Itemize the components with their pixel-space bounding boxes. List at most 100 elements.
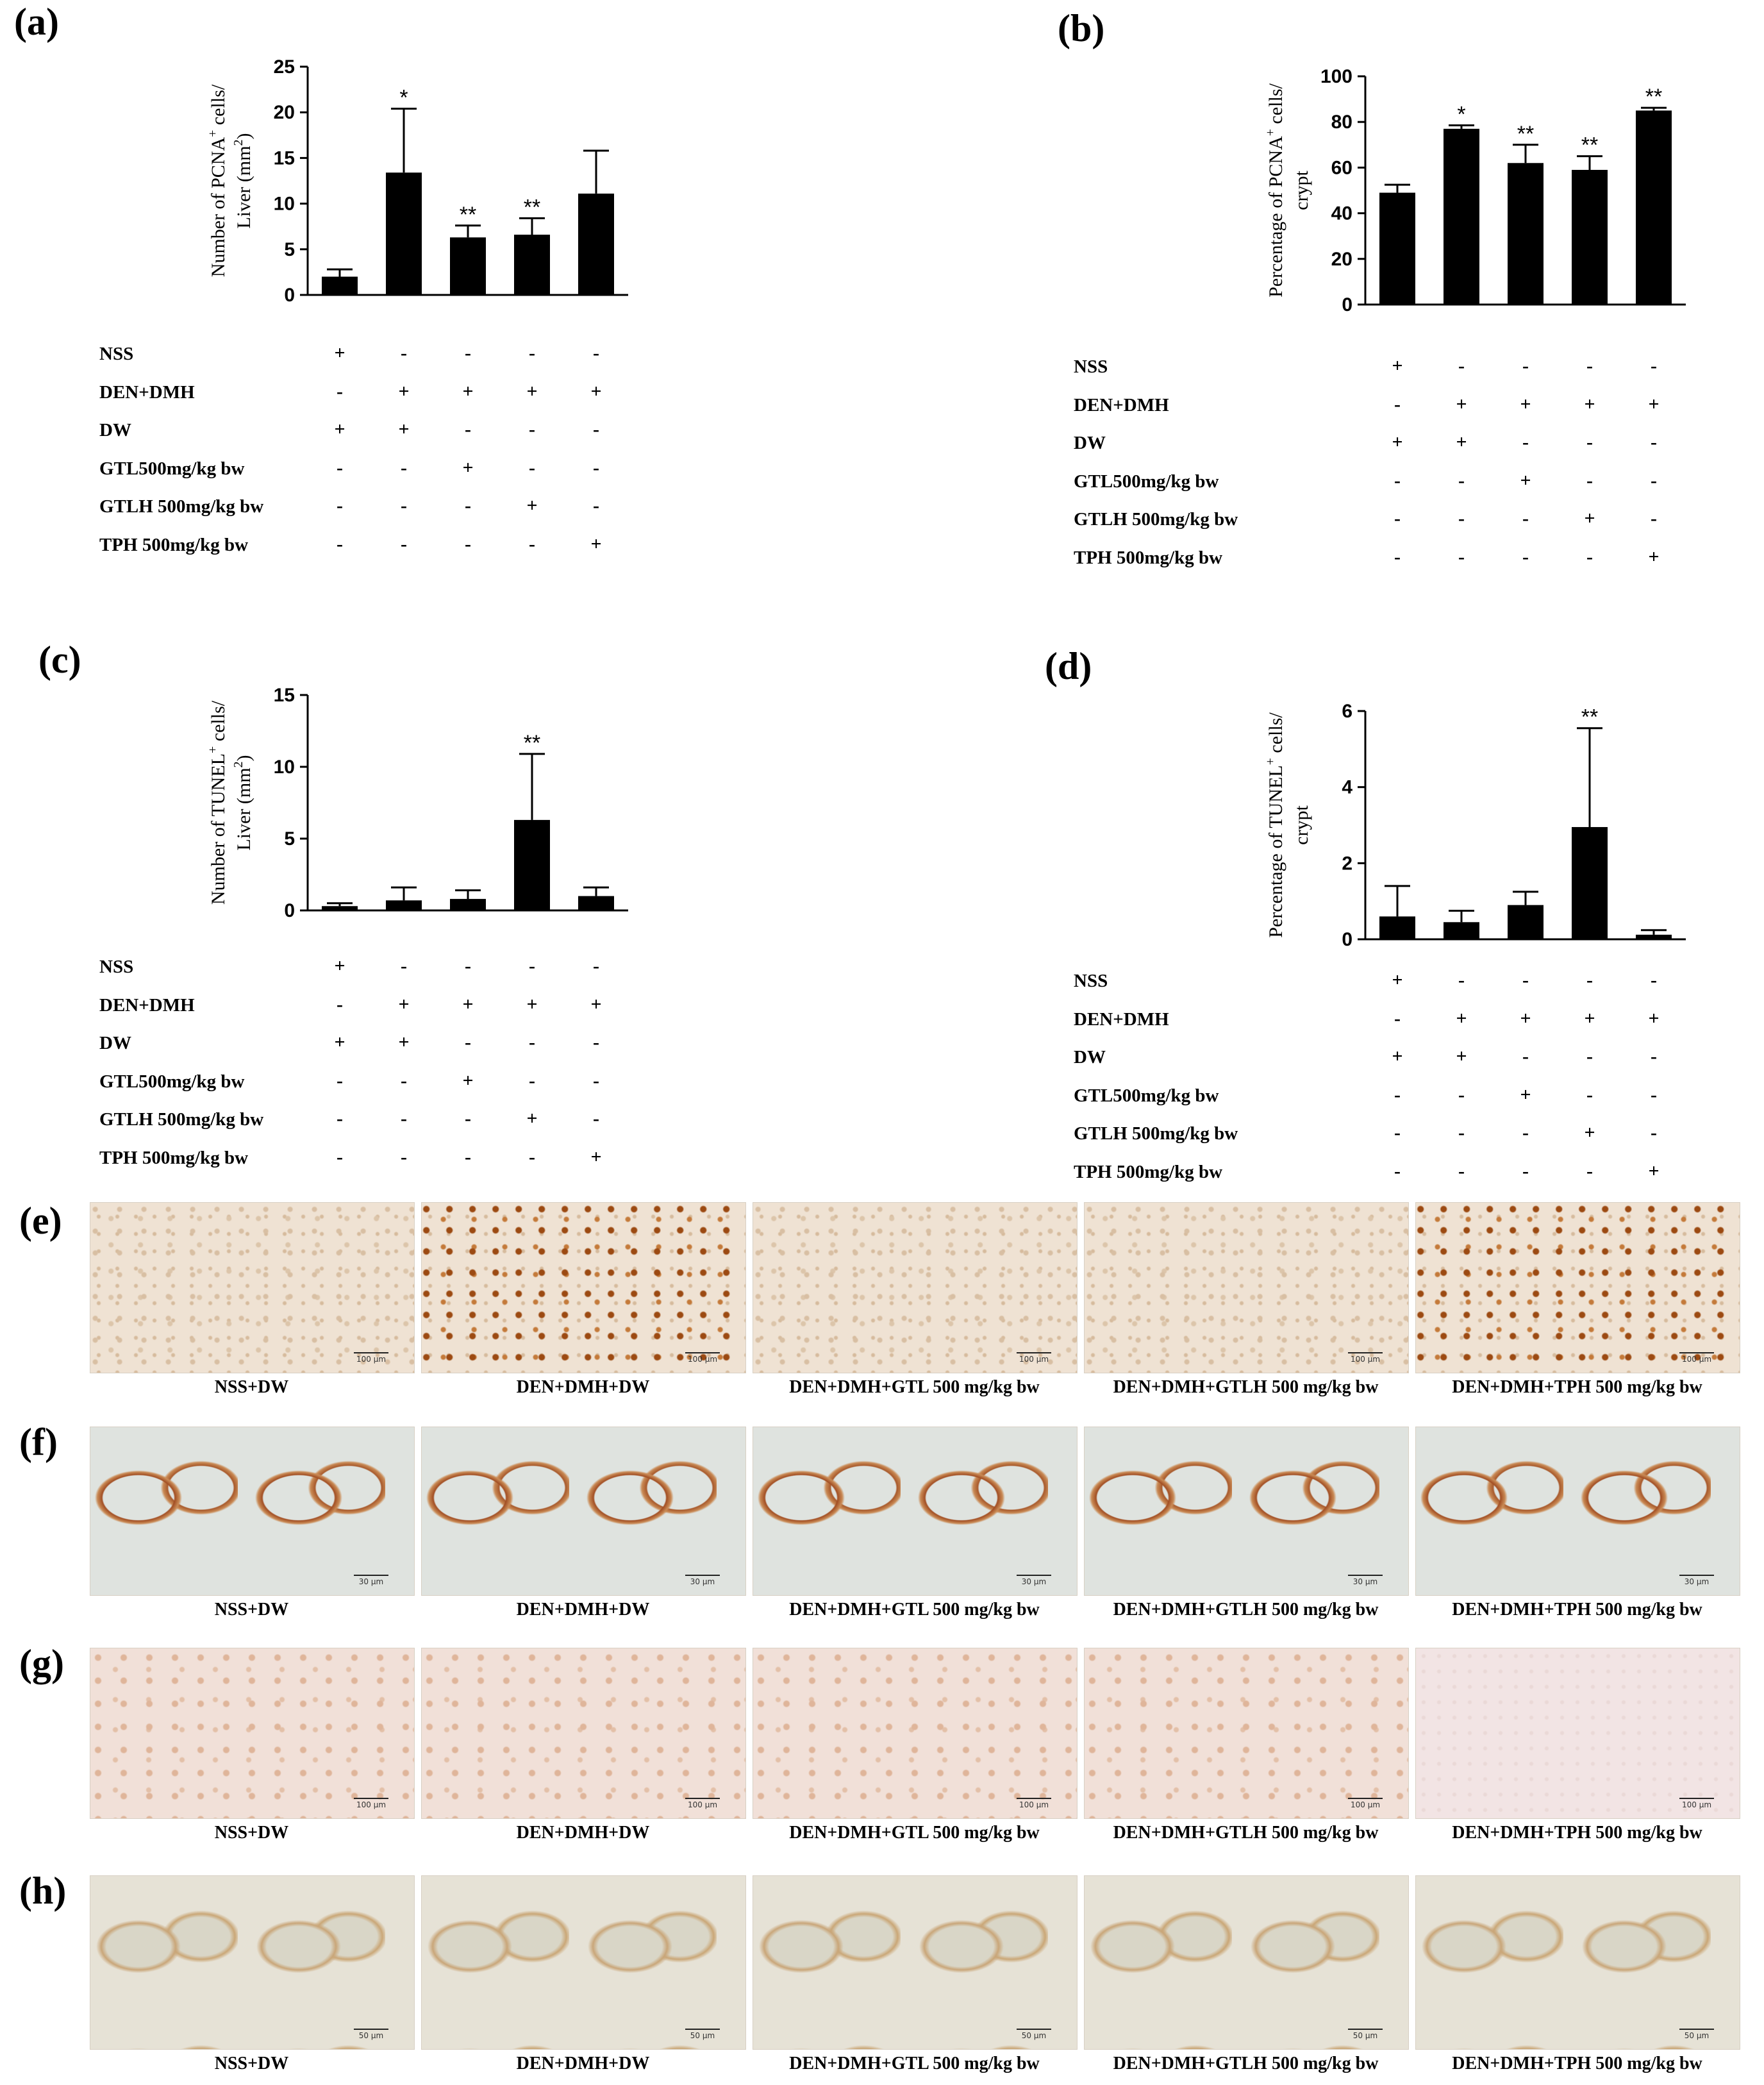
treatment-symbol: - <box>1586 1084 1593 1105</box>
treatment-symbol: - <box>529 533 535 555</box>
chart-d-ylabel-2: crypt <box>1291 805 1312 845</box>
treatment-row-b-2: DW + + - - - <box>1074 431 1657 454</box>
treatment-symbol: + <box>1392 431 1403 453</box>
chart-b-bar-1 <box>1444 128 1479 305</box>
chart-b-bar-0 <box>1379 192 1415 305</box>
scale-bar: 100 µm <box>354 1798 388 1809</box>
chart-d-bar-4 <box>1636 934 1672 939</box>
scale-bar-label: 30 µm <box>690 1577 715 1586</box>
micrograph-e-3: 100 µm <box>1084 1202 1409 1373</box>
treatment-symbol: - <box>1586 1160 1593 1182</box>
scale-bar: 30 µm <box>1348 1575 1383 1586</box>
treatment-symbol: - <box>337 1069 343 1091</box>
chart-b-significance-1: * <box>1457 103 1465 127</box>
scale-bar-line <box>1017 2029 1051 2030</box>
chart-b-ytick-label-4: 80 <box>1331 112 1352 133</box>
chart-a-significance-2: ** <box>460 203 476 227</box>
chart-c-bar-4 <box>578 896 614 910</box>
chart-d-bar-3 <box>1572 826 1608 939</box>
treatment-symbol: + <box>398 1032 410 1053</box>
chart-a-ytick-label-1: 5 <box>284 239 295 260</box>
scale-bar-label: 30 µm <box>1684 1577 1710 1586</box>
scale-bar-line <box>685 1798 720 1799</box>
treatment-symbol: - <box>465 342 471 364</box>
treatment-symbol: - <box>1522 1122 1529 1143</box>
chart-a-ytick-label-5: 25 <box>274 56 295 78</box>
treatment-label: TPH 500mg/kg bw <box>99 534 249 555</box>
chart-c-significance-3: ** <box>524 731 540 755</box>
treatment-symbol: - <box>1394 1007 1401 1029</box>
treatment-symbol: - <box>337 495 343 516</box>
micrograph-label-g-0: NSS+DW <box>214 1823 289 1843</box>
treatment-symbol: + <box>1456 1007 1467 1029</box>
scale-bar-line <box>1679 2029 1714 2030</box>
chart-c-ytick-label-1: 5 <box>284 828 295 850</box>
scale-bar: 100 µm <box>685 1798 720 1809</box>
chart-b-ylabel-1: Percentage of PCNA+ cells/ <box>1263 83 1286 297</box>
treatment-symbol: + <box>334 342 345 364</box>
panel-label-a: (a) <box>14 1 59 43</box>
treatment-symbol: - <box>465 1146 471 1168</box>
micrograph-e-1: 100 µm <box>421 1202 746 1373</box>
treatment-row-b-3: GTL500mg/kg bw - - + - - <box>1074 470 1657 492</box>
scale-bar-label: 30 µm <box>1352 1577 1378 1586</box>
treatment-symbol: + <box>1392 969 1403 991</box>
micrograph-label-h-2: DEN+DMH+GTL 500 mg/kg bw <box>789 2054 1040 2073</box>
treatment-symbol: - <box>401 456 407 478</box>
micrograph-label-g-3: DEN+DMH+GTLH 500 mg/kg bw <box>1113 1823 1379 1843</box>
chart-c-ytick-label-0: 0 <box>284 900 295 921</box>
treatment-symbol: - <box>337 533 343 555</box>
chart-a-bar-4 <box>578 193 614 295</box>
chart-d: 0 2 4 6 Percentage of TUNEL+ cells/crypt ** <box>1154 696 1731 965</box>
treatment-symbol: - <box>593 955 599 976</box>
scale-bar-line <box>685 1352 720 1353</box>
scale-bar: 50 µm <box>1679 2029 1714 2040</box>
treatment-row-b-1: DEN+DMH - + + + + <box>1074 394 1660 416</box>
treatment-symbol: - <box>1458 1160 1465 1182</box>
micrograph-label-g-4: DEN+DMH+TPH 500 mg/kg bw <box>1452 1823 1702 1843</box>
treatment-symbol: - <box>1651 355 1657 376</box>
chart-a-ytick-label-4: 20 <box>274 102 295 123</box>
scale-bar-line <box>354 1798 388 1799</box>
chart-d-bar-0 <box>1379 916 1415 939</box>
panel-label-c: (c) <box>38 639 81 681</box>
chart-a-significance-1: * <box>399 86 408 110</box>
chart-c: 0 5 10 15 Number of TUNEL+ cells/Liver (mm2)… <box>96 680 673 936</box>
chart-b-ylabel-2: crypt <box>1291 171 1312 210</box>
treatment-symbol: - <box>1458 1084 1465 1105</box>
treatment-symbol: - <box>593 1032 599 1053</box>
treatment-label: DEN+DMH <box>99 381 195 403</box>
treatment-symbol: - <box>1651 431 1657 453</box>
treatment-symbol: + <box>1648 1007 1660 1029</box>
scale-bar: 50 µm <box>1017 2029 1051 2040</box>
treatment-symbol: - <box>1458 469 1465 491</box>
chart-b-ytick-label-5: 100 <box>1320 66 1352 87</box>
scale-bar-label: 30 µm <box>358 1577 384 1586</box>
scale-bar: 30 µm <box>1679 1575 1714 1586</box>
treatment-symbol: - <box>465 955 471 976</box>
treatment-symbol: + <box>590 1146 602 1168</box>
chart-d-ylabel-1: Percentage of TUNEL+ cells/ <box>1263 712 1286 938</box>
treatment-symbol: + <box>462 456 474 478</box>
treatment-row-d-4: GTLH 500mg/kg bw - - - + - <box>1074 1122 1657 1144</box>
treatment-symbol: + <box>526 993 538 1015</box>
scale-bar: 100 µm <box>1348 1798 1383 1809</box>
micrograph-label-h-0: NSS+DW <box>214 2054 289 2073</box>
treatment-row-d-1: DEN+DMH - + + + + <box>1074 1008 1660 1030</box>
treatment-label: TPH 500mg/kg bw <box>99 1147 249 1168</box>
micrograph-f-1: 30 µm <box>421 1427 746 1596</box>
treatment-symbol: - <box>1394 1084 1401 1105</box>
scale-bar-label: 100 µm <box>1350 1800 1381 1809</box>
treatment-label: DW <box>1074 433 1106 453</box>
scale-bar-label: 100 µm <box>687 1355 718 1364</box>
chart-a-svg: 0 5 10 15 20 25 Number of PCNA+ cells/Liver (m… <box>206 56 628 306</box>
treatment-symbol: - <box>1651 969 1657 991</box>
micrograph-f-3: 30 µm <box>1084 1427 1409 1596</box>
treatment-label: GTL500mg/kg bw <box>99 1071 245 1092</box>
chart-a-ylabel-2: Liver (mm2) <box>231 133 254 228</box>
chart-d-bar-1 <box>1444 922 1479 939</box>
treatment-symbol: - <box>1522 355 1529 376</box>
treatment-label: GTLH 500mg/kg bw <box>1074 1123 1238 1144</box>
treatment-row-c-2: DW + + - - - <box>99 1032 599 1054</box>
micrograph-label-e-0: NSS+DW <box>214 1377 289 1397</box>
